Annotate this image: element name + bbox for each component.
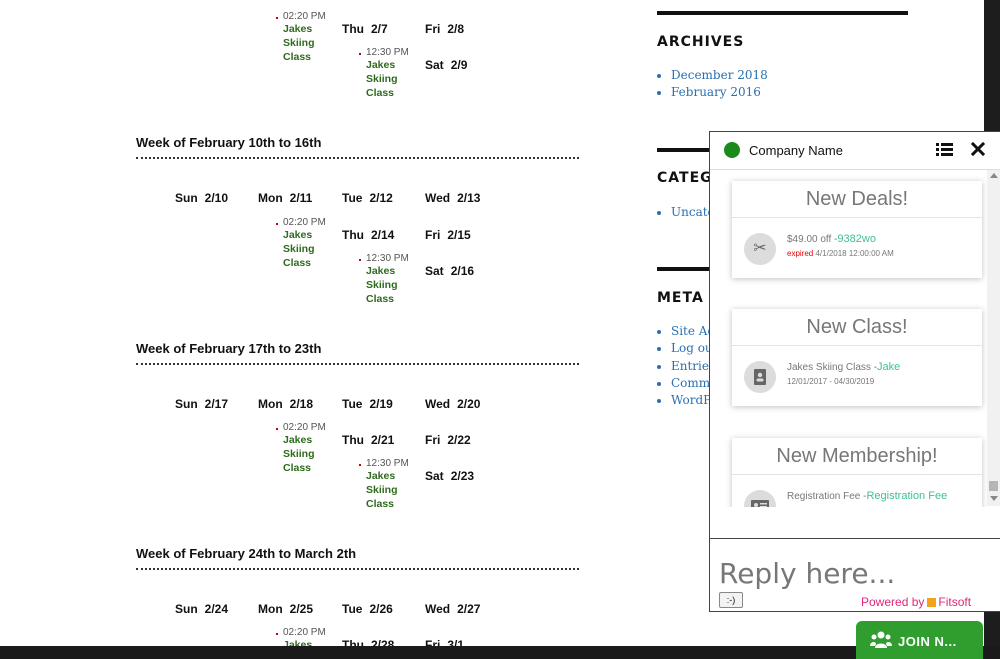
card-text: Registration Fee -Registration Fee [787, 490, 948, 502]
widget-header: Company Name [710, 132, 1000, 170]
class-card[interactable]: New Class! Jakes Skiing Class -Jake 12/0… [732, 309, 982, 406]
day-header: Sat 2/16 [425, 264, 475, 278]
event-time: 02:20 PM [276, 11, 363, 22]
meta-list: Site Ad Log out Entries Comme WordP [657, 323, 717, 409]
meta-link[interactable]: Entries [671, 358, 717, 375]
card-title: New Membership! [732, 438, 982, 475]
archives-list: December 2018 February 2016 [657, 67, 768, 102]
day-header: Sun 2/24 [175, 602, 229, 616]
day-header: Wed 2/13 [425, 191, 481, 205]
section-divider [657, 11, 908, 15]
company-name: Company Name [749, 143, 843, 158]
week-title: Week of February 10th to 16th [136, 135, 322, 150]
meta-heading: META [657, 290, 704, 306]
event[interactable]: 02:20 PM Jakes Skiing Class [276, 217, 363, 270]
card-title: New Deals! [732, 181, 982, 218]
event-time: 02:20 PM [276, 217, 363, 228]
group-icon [870, 631, 892, 648]
day-header: Wed 2/20 [425, 397, 481, 411]
archives-heading: ARCHIVES [657, 34, 745, 50]
day-header: Fri 2/8 [425, 22, 465, 36]
list-icon[interactable] [936, 142, 953, 157]
event[interactable]: 12:30 PM Jakes Skiing Class [359, 47, 446, 100]
card-subtext: expired 4/1/2018 12:00:00 AM [787, 249, 894, 258]
join-label: JOIN N... [898, 634, 957, 649]
day-header: Sun 2/17 [175, 397, 229, 411]
event-time: 02:20 PM [276, 422, 363, 433]
meta-link[interactable]: Log out [671, 340, 717, 357]
meta-link[interactable]: Site Ad [671, 323, 717, 340]
scroll-thumb[interactable] [989, 481, 998, 491]
close-icon[interactable] [971, 142, 985, 156]
event[interactable]: 02:20 PM Jakes Skiing Class [276, 11, 363, 64]
day-header: Mon 2/11 [258, 191, 313, 205]
archive-link[interactable]: December 2018 [671, 67, 768, 84]
meta-link[interactable]: Comme [671, 375, 717, 392]
chat-widget: Company Name New Deals! ✂ $49.00 off -93… [709, 131, 1000, 612]
event-title[interactable]: Jakes Skiing Class [366, 265, 398, 305]
event[interactable]: 12:30 PM Jakes Skiing Class [359, 458, 446, 511]
window-edge [0, 646, 1000, 659]
card-text: Jakes Skiing Class -Jake [787, 361, 901, 373]
scissors-icon: ✂ [744, 233, 776, 265]
divider [136, 363, 579, 365]
online-status-icon [724, 142, 740, 158]
divider [136, 157, 579, 159]
card-text: $49.00 off -9382wo [787, 233, 876, 245]
event[interactable]: 12:30 PM Jakes Skiing Class [359, 253, 446, 306]
scroll-up-arrow[interactable] [990, 173, 998, 178]
day-header: Mon 2/25 [258, 602, 314, 616]
card-title: New Class! [732, 309, 982, 346]
day-header: Tue 2/12 [342, 191, 393, 205]
fitsoft-logo-icon [927, 598, 937, 607]
week-title: Week of February 24th to March 2th [136, 546, 357, 561]
day-header: Fri 2/22 [425, 433, 471, 447]
event-time: 02:20 PM [276, 627, 363, 638]
event[interactable]: 02:20 PM Jakes Skiing Class [276, 422, 363, 475]
day-header: Tue 2/19 [342, 397, 393, 411]
contact-book-icon [744, 361, 776, 393]
day-header: Thu 2/14 [342, 228, 395, 242]
week-title: Week of February 17th to 23th [136, 341, 322, 356]
day-header: Fri 2/15 [425, 228, 471, 242]
day-header: Thu 2/21 [342, 433, 395, 447]
deal-card[interactable]: New Deals! ✂ $49.00 off -9382wo expired … [732, 181, 982, 278]
event-time: 12:30 PM [359, 47, 446, 58]
event-time: 12:30 PM [359, 253, 446, 264]
event-title[interactable]: Jakes Skiing Class [283, 23, 315, 63]
card-subtext: 12/01/2017 - 04/30/2019 [787, 377, 875, 386]
event-title[interactable]: Jakes Skiing Class [283, 229, 315, 269]
event-title[interactable]: Jakes Skiing Class [283, 434, 315, 474]
category-link[interactable]: Uncate [671, 204, 715, 221]
scrollbar[interactable] [987, 170, 1000, 506]
reply-area[interactable]: Reply here... :-) Powered by Fitsoft [710, 538, 1000, 614]
categories-list: Uncate [657, 204, 715, 221]
id-card-icon [744, 490, 776, 507]
emoji-button[interactable]: :-) [719, 592, 743, 608]
event-title[interactable]: Jakes Skiing Class [366, 59, 398, 99]
scroll-down-arrow[interactable] [990, 496, 998, 501]
reply-input[interactable]: Reply here... [719, 557, 896, 590]
meta-link[interactable]: WordP [671, 392, 717, 409]
day-header: Sun 2/10 [175, 191, 229, 205]
powered-by[interactable]: Powered by Fitsoft [861, 595, 972, 609]
day-header: Wed 2/27 [425, 602, 481, 616]
day-header: Mon 2/18 [258, 397, 314, 411]
day-header: Sat 2/9 [425, 58, 468, 72]
day-header: Tue 2/26 [342, 602, 393, 616]
membership-card[interactable]: New Membership! Registration Fee -Regist… [732, 438, 982, 507]
categories-heading: CATEGO [657, 170, 726, 186]
event-title[interactable]: Jakes Skiing Class [366, 470, 398, 510]
divider [136, 568, 579, 570]
join-now-button[interactable]: JOIN N... [856, 621, 983, 659]
card-viewport: New Membership! Registration Fee -Regist… [710, 432, 987, 507]
day-header: Thu 2/7 [342, 22, 388, 36]
archive-link[interactable]: February 2016 [671, 84, 768, 101]
event-time: 12:30 PM [359, 458, 446, 469]
day-header: Sat 2/23 [425, 469, 475, 483]
